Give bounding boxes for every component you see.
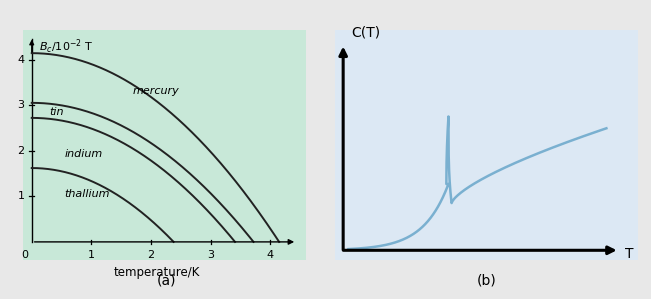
Text: 1: 1 bbox=[18, 191, 25, 201]
Text: 2: 2 bbox=[147, 250, 154, 260]
Text: $B_c$/10$^{-2}$ T: $B_c$/10$^{-2}$ T bbox=[39, 38, 93, 56]
Text: 4: 4 bbox=[18, 54, 25, 65]
Text: (b): (b) bbox=[477, 273, 497, 287]
Text: temperature/K: temperature/K bbox=[114, 266, 200, 279]
Text: 4: 4 bbox=[267, 250, 274, 260]
Text: 2: 2 bbox=[18, 146, 25, 156]
Text: 1: 1 bbox=[88, 250, 95, 260]
Text: (a): (a) bbox=[156, 273, 176, 287]
Text: 0: 0 bbox=[21, 250, 28, 260]
Text: T: T bbox=[625, 247, 633, 261]
Text: C(T): C(T) bbox=[351, 26, 380, 40]
Text: 3: 3 bbox=[18, 100, 25, 110]
Text: 3: 3 bbox=[207, 250, 214, 260]
Text: indium: indium bbox=[64, 150, 103, 159]
Text: thallium: thallium bbox=[64, 189, 110, 199]
Text: mercury: mercury bbox=[133, 86, 180, 97]
Text: tin: tin bbox=[49, 107, 64, 117]
